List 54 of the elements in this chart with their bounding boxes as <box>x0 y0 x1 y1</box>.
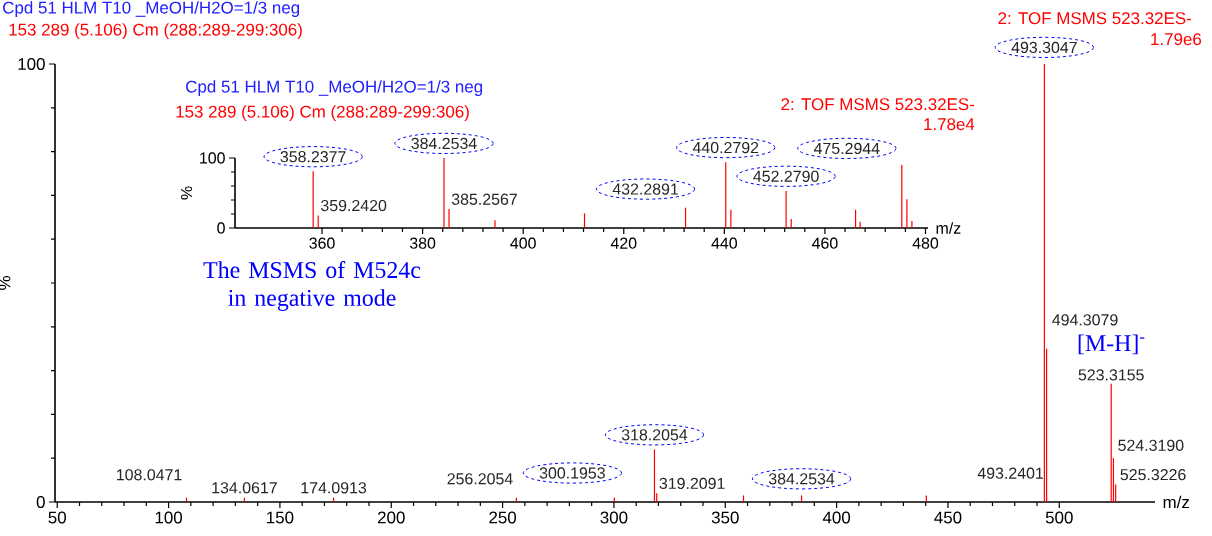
annotation: 2: TOF MSMS 523.32ES- <box>781 98 975 111</box>
x-tick-label: 420 <box>610 237 637 249</box>
annotation: 475.2944 <box>813 142 880 155</box>
annotation: 256.2054 <box>447 473 513 485</box>
text: 1.79e6 <box>1151 33 1202 46</box>
annotation: 384.2534 <box>768 473 835 485</box>
annotation: 319.2091 <box>659 477 725 490</box>
x-tick-label: 50 <box>48 511 66 524</box>
annotation: 174.0913 <box>301 482 367 494</box>
x-tick-label: 380 <box>409 237 436 249</box>
y-tick-label: 0 <box>217 222 225 234</box>
annotation: 358.2377 <box>280 151 346 163</box>
annotation: [M-H]$^{-}$ <box>1078 334 1145 355</box>
x-tick-label: 350 <box>711 511 739 524</box>
chart-title: Cpd 51 HLM T10 _MeOH/H2O=1/3 neg <box>3 1 300 17</box>
annotation: The MSMS of M524c in negative mode <box>203 261 421 311</box>
annotation: 359.2420 <box>321 199 387 212</box>
x-tick-label: 500 <box>1045 511 1073 524</box>
x-tick-label: 100 <box>155 511 183 524</box>
annotation: 493.2401 <box>977 467 1044 479</box>
annotation: 524.3190 <box>1118 439 1184 451</box>
x-tick-label: 400 <box>822 511 851 524</box>
x-axis-title: m/z <box>1163 495 1189 509</box>
annotation: 318.2054 <box>621 429 688 441</box>
annotation: 523.3155 <box>1078 369 1144 381</box>
y-tick-label: 0 <box>36 495 45 508</box>
x-tick-label: 300 <box>600 511 628 524</box>
annotation: 440.2792 <box>692 141 759 154</box>
annotation: 525.3226 <box>1120 468 1186 481</box>
x-axis-title: m/z <box>936 222 961 234</box>
chart-title: Cpd 51 HLM T10 _MeOH/H2O=1/3 neg <box>186 80 483 96</box>
x-tick-label: 450 <box>934 511 962 524</box>
y-axis-title: % <box>180 186 193 200</box>
annotation: 134.0617 <box>212 482 277 494</box>
x-tick-label: 200 <box>377 511 405 524</box>
x-tick-label: 440 <box>711 237 737 249</box>
x-tick-label: 400 <box>510 237 536 249</box>
x-tick-label: 360 <box>309 237 335 249</box>
text: 2: TOF MSMS 523.32ES- <box>998 12 1192 25</box>
chart-subtitle: 153 289 (5.106) Cm (288:289-299:306) <box>176 105 469 121</box>
annotation: 108.0471 <box>117 469 182 481</box>
x-tick-label: 150 <box>267 511 294 524</box>
x-tick-label: 480 <box>912 237 939 249</box>
annotation: 300.1953 <box>539 467 605 479</box>
annotation: 452.2790 <box>753 170 819 182</box>
chart-subtitle: 153 289 (5.106) Cm (288:289-299:306) <box>9 23 302 39</box>
annotation: 385.2567 <box>451 193 517 205</box>
x-tick-label: 250 <box>489 511 517 524</box>
annotation: 494.3079 <box>1052 314 1118 326</box>
annotation: 384.2534 <box>411 137 477 150</box>
x-tick-label: 460 <box>811 237 838 249</box>
annotation: 432.2891 <box>612 183 678 195</box>
annotation: 1.78e4 <box>924 118 975 131</box>
annotation: 493.3047 <box>1011 41 1077 54</box>
